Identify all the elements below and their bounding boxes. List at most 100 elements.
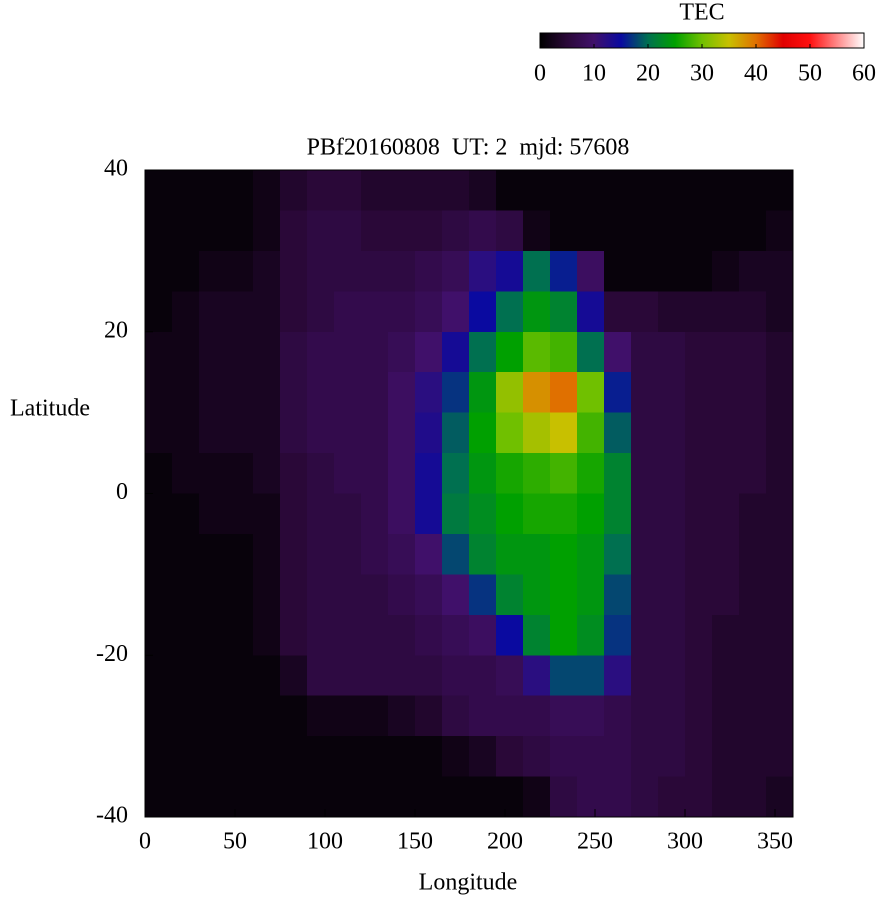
heat-cell bbox=[658, 493, 686, 535]
heat-cell bbox=[469, 574, 497, 616]
heat-cell bbox=[523, 412, 551, 454]
heat-cell bbox=[469, 776, 497, 818]
colorbar-tick-label: 0 bbox=[534, 61, 546, 87]
heat-cell bbox=[658, 776, 686, 818]
heat-cell bbox=[145, 210, 173, 252]
heat-cell bbox=[496, 291, 524, 333]
heat-cell bbox=[280, 412, 308, 454]
heat-cell bbox=[496, 776, 524, 818]
heat-cell bbox=[442, 453, 470, 494]
heat-cell bbox=[496, 614, 524, 656]
colorbar-tick-label: 20 bbox=[636, 61, 660, 87]
heat-cell bbox=[442, 695, 470, 737]
heat-cell bbox=[685, 574, 713, 616]
heat-cell bbox=[415, 533, 443, 575]
heat-cell bbox=[226, 170, 254, 211]
heat-cell bbox=[226, 574, 254, 616]
heat-cell bbox=[739, 170, 767, 211]
heat-cell bbox=[199, 372, 227, 414]
colorbar-label: TEC bbox=[679, 0, 724, 26]
heat-cell bbox=[415, 614, 443, 656]
heat-cell bbox=[496, 736, 524, 778]
heat-cell bbox=[388, 533, 416, 575]
heat-cell bbox=[469, 533, 497, 575]
heat-cell bbox=[658, 695, 686, 737]
heat-cell bbox=[766, 412, 794, 454]
colorbar-tick-label: 30 bbox=[690, 61, 714, 87]
heat-cell bbox=[658, 170, 686, 211]
heat-cell bbox=[442, 736, 470, 778]
heat-cell bbox=[604, 493, 632, 535]
heat-cell bbox=[577, 453, 605, 494]
heat-cell bbox=[631, 170, 659, 211]
heat-cell bbox=[766, 331, 794, 373]
heat-cell bbox=[685, 655, 713, 697]
heat-cell bbox=[145, 655, 173, 697]
heat-cell bbox=[496, 210, 524, 252]
heat-cell bbox=[685, 533, 713, 575]
heat-cell bbox=[658, 291, 686, 333]
heat-cell bbox=[226, 493, 254, 535]
heat-cell bbox=[361, 331, 389, 373]
heat-cell bbox=[199, 493, 227, 535]
heat-cell bbox=[280, 170, 308, 211]
heat-cell bbox=[280, 250, 308, 292]
heat-cell bbox=[307, 736, 335, 778]
heat-cell bbox=[550, 493, 578, 535]
heat-cell bbox=[523, 372, 551, 414]
heat-cell bbox=[253, 614, 281, 656]
heat-cell bbox=[496, 695, 524, 737]
heat-cell bbox=[253, 574, 281, 616]
heat-cell bbox=[658, 655, 686, 697]
heat-cell bbox=[469, 250, 497, 292]
heat-cell bbox=[631, 736, 659, 778]
heat-cell bbox=[199, 614, 227, 656]
heat-cell bbox=[172, 695, 200, 737]
heat-cell bbox=[334, 453, 362, 494]
heat-cell bbox=[577, 574, 605, 616]
heat-cell bbox=[145, 614, 173, 656]
heat-cell bbox=[172, 533, 200, 575]
x-tick-label: 300 bbox=[667, 829, 703, 855]
heat-cell bbox=[739, 493, 767, 535]
heat-cell bbox=[766, 170, 794, 211]
heat-cell bbox=[685, 695, 713, 737]
heat-cell bbox=[523, 331, 551, 373]
heat-cell bbox=[739, 210, 767, 252]
heat-cell bbox=[307, 453, 335, 494]
heat-cell bbox=[361, 210, 389, 252]
heat-cell bbox=[766, 574, 794, 616]
heat-cell bbox=[712, 453, 740, 494]
heat-cell bbox=[388, 614, 416, 656]
heat-cell bbox=[334, 170, 362, 211]
heat-cell bbox=[469, 331, 497, 373]
heat-cell bbox=[199, 655, 227, 697]
heat-cell bbox=[307, 210, 335, 252]
heat-cell bbox=[388, 453, 416, 494]
heat-cell bbox=[172, 291, 200, 333]
heat-cell bbox=[334, 331, 362, 373]
heat-cell bbox=[145, 170, 173, 211]
heat-cell bbox=[307, 493, 335, 535]
heat-cell bbox=[766, 291, 794, 333]
heat-cell bbox=[415, 574, 443, 616]
heat-cell bbox=[523, 493, 551, 535]
heat-cell bbox=[577, 736, 605, 778]
heat-cell bbox=[577, 412, 605, 454]
heat-cell bbox=[199, 453, 227, 494]
heat-cell bbox=[550, 210, 578, 252]
heat-cell bbox=[253, 331, 281, 373]
heat-cell bbox=[172, 170, 200, 211]
heat-cell bbox=[712, 655, 740, 697]
heat-cell bbox=[226, 776, 254, 818]
heat-cell bbox=[469, 453, 497, 494]
heat-cell bbox=[550, 291, 578, 333]
colorbar-tick-label: 40 bbox=[744, 61, 768, 87]
heat-cell bbox=[199, 695, 227, 737]
heat-cell bbox=[739, 453, 767, 494]
heat-cell bbox=[712, 614, 740, 656]
heat-cell bbox=[361, 695, 389, 737]
heat-cell bbox=[415, 250, 443, 292]
heat-cell bbox=[361, 170, 389, 211]
